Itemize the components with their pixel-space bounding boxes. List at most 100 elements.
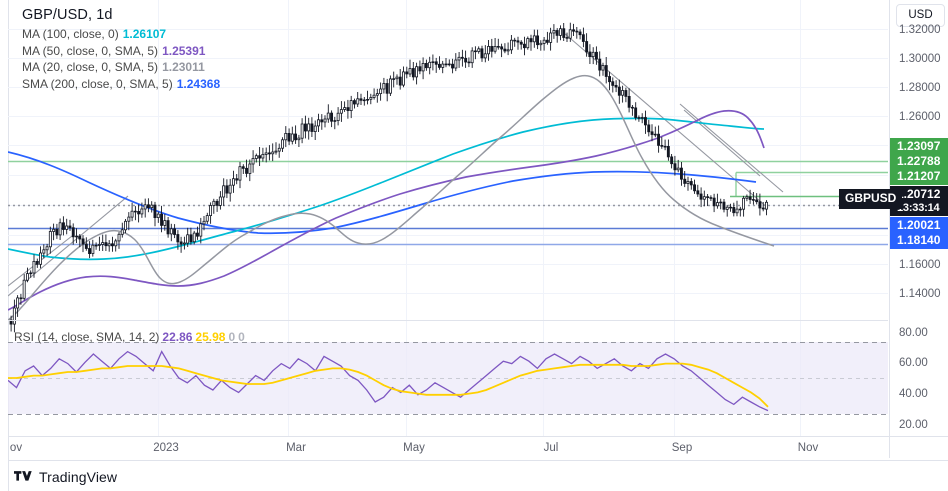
- candle-body-bearish: [245, 167, 248, 174]
- candle-body-bearish: [235, 178, 239, 181]
- candle-body-bullish: [375, 93, 379, 96]
- candle-body-bearish: [179, 241, 183, 245]
- candle-body-bullish: [284, 132, 288, 141]
- candle-body-bullish: [228, 184, 232, 194]
- candle-body-bearish: [71, 227, 75, 238]
- candle-body-bearish: [631, 106, 634, 109]
- legend-indicator-name: SMA (200, close, 0, SMA, 5): [22, 76, 173, 91]
- candle-body-bearish: [490, 46, 494, 52]
- candle-body-bearish: [595, 51, 598, 60]
- legend-indicator-name: MA (50, close, 0, SMA, 5): [22, 43, 159, 58]
- candle-body-bearish: [146, 204, 150, 209]
- candle-body-bullish: [506, 49, 510, 52]
- candle-body-bullish: [254, 155, 258, 159]
- price-tag-green: 1.23097: [890, 138, 948, 155]
- candle-body-bullish: [42, 249, 46, 254]
- currency-unit-button[interactable]: USD: [896, 4, 945, 27]
- trendline-descending-2: [679, 103, 784, 193]
- time-tick-label: May: [403, 442, 425, 454]
- time-tick-label: ov: [9, 442, 23, 454]
- candle-body-bullish: [101, 242, 105, 245]
- ma-50-line: [8, 109, 765, 311]
- candle-body-bearish: [738, 208, 742, 211]
- candle-body-bearish: [19, 297, 23, 300]
- time-scale[interactable]: ov 2023 Mar May Jul Sep Nov: [8, 436, 948, 460]
- candle-body-bullish: [222, 185, 226, 198]
- candle-body-bullish: [421, 63, 425, 72]
- candle-body-bullish: [45, 246, 49, 251]
- candle-body-bearish: [572, 29, 575, 32]
- chart-plot-area[interactable]: GBP/USD, 1d MA (100, close, 0) 1.26107 MA…: [8, 0, 888, 458]
- candle-body-bullish: [326, 112, 330, 120]
- candle-body-bullish: [117, 233, 121, 242]
- candle-body-bearish: [160, 213, 163, 226]
- candle-body-bearish: [634, 107, 638, 118]
- tradingview-logo[interactable]: TradingView: [14, 469, 117, 485]
- candle-body-bullish: [725, 206, 729, 210]
- candle-body-bullish: [277, 147, 281, 152]
- candle-body-bearish: [637, 117, 641, 119]
- candle-body-bearish: [706, 196, 710, 198]
- chart-legend: GBP/USD, 1d MA (100, close, 0) 1.26107 MA…: [22, 6, 220, 92]
- candle-body-bearish: [683, 178, 687, 184]
- price-tick-label: 60.00: [899, 357, 928, 369]
- candle-body-bearish: [729, 206, 732, 209]
- candle-body-bearish: [225, 185, 229, 194]
- candle-body-bearish: [418, 66, 422, 72]
- price-tick-label: 1.30000: [899, 53, 941, 65]
- legend-row[interactable]: SMA (200, close, 0, SMA, 5) 1.24368: [22, 76, 220, 93]
- candle-body-bearish: [133, 210, 137, 213]
- candle-body-bullish: [428, 61, 432, 69]
- candle-body-bearish: [405, 71, 409, 75]
- candle-body-bearish: [748, 196, 752, 200]
- candle-body-bullish: [186, 234, 190, 244]
- candle-body-bullish: [382, 83, 386, 90]
- candle-body-bearish: [437, 63, 441, 68]
- price-tag-time: 13:33:14: [897, 202, 940, 214]
- candle-body-bullish: [238, 166, 242, 181]
- rsi-panel[interactable]: [8, 320, 888, 440]
- candle-body-bearish: [189, 234, 193, 243]
- candle-body-bullish: [261, 153, 265, 159]
- candle-body-bearish: [496, 46, 500, 48]
- candle-body-bearish: [500, 46, 504, 50]
- candle-body-bullish: [372, 94, 376, 98]
- legend-indicator-value: 1.26107: [122, 27, 167, 41]
- candle-body-bearish: [241, 166, 245, 169]
- candle-body-bearish: [303, 123, 307, 132]
- price-tick-label: 1.32000: [899, 24, 941, 36]
- candle-body-bullish: [591, 51, 595, 57]
- candle-body-bullish: [339, 109, 343, 114]
- price-tick-label: 20.00: [899, 419, 928, 431]
- legend-indicator-name: MA (100, close, 0): [22, 27, 119, 41]
- candle-body-bullish: [313, 125, 317, 132]
- price-scale[interactable]: USD 1.32000 1.30000 1.28000 1.26000 1.16000 1…: [889, 0, 948, 458]
- candle-body-bullish: [52, 228, 56, 232]
- ma-200-line: [8, 151, 757, 235]
- candle-body-bearish: [467, 61, 471, 64]
- candle-body-bullish: [493, 46, 497, 52]
- candle-body-bearish: [624, 90, 628, 97]
- candle-body-bearish: [137, 210, 141, 215]
- candle-body-bullish: [251, 158, 255, 165]
- candle-body-bearish: [761, 207, 765, 210]
- time-tick-label: Nov: [797, 442, 819, 454]
- candle-body-bullish: [271, 151, 275, 155]
- candle-body-bullish: [212, 200, 216, 206]
- tradingview-logo-text: TradingView: [39, 469, 118, 485]
- time-tick-label: Mar: [286, 442, 306, 454]
- legend-row[interactable]: MA (20, close, 0, SMA, 5) 1.23011: [22, 59, 220, 76]
- candle-body-bearish: [111, 243, 114, 247]
- legend-row[interactable]: MA (50, close, 0, SMA, 5) 1.25391: [22, 43, 220, 60]
- candle-body-bearish: [608, 76, 611, 83]
- legend-row[interactable]: MA (100, close, 0) 1.26107: [22, 26, 220, 43]
- candle-body-bearish: [565, 37, 569, 39]
- rsi-legend[interactable]: RSI (14, close, SMA, 14, 2) 22.86 25.98 0 0: [14, 330, 245, 345]
- candle-body-bullish: [702, 196, 706, 200]
- legend-symbol-title[interactable]: GBP/USD, 1d: [22, 7, 113, 23]
- candle-body-bearish: [258, 155, 262, 159]
- candle-body-bearish: [385, 83, 389, 94]
- rsi-legend-value: 22.86: [162, 330, 193, 344]
- time-tick-label: Sep: [671, 442, 693, 454]
- candle-body-bullish: [333, 120, 337, 122]
